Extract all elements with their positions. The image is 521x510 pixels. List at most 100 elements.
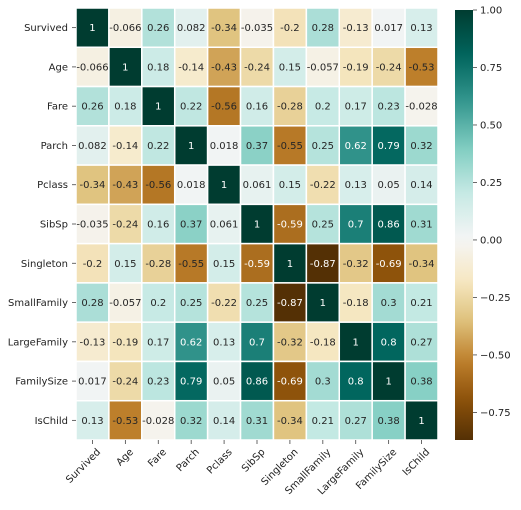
cell-value-label: 0.061 [210, 220, 239, 231]
cell-value-label: 0.86 [378, 220, 400, 231]
cell-value-label: 0.37 [246, 141, 268, 152]
heatmap-cell [75, 85, 110, 127]
heatmap-cell [371, 282, 406, 323]
cell-value-label: 0.79 [378, 141, 400, 152]
cell-value-label: 0.082 [78, 141, 107, 152]
y-axis-labels: Survived Age Fare Parch Pclass SibSp Singleton… [8, 23, 76, 427]
heatmap-cell [272, 242, 308, 284]
cell-value-label: -0.69 [277, 377, 303, 388]
cell-value-label: 1 [385, 377, 391, 388]
cell-value-label: -0.066 [76, 62, 108, 73]
cell-value-label: 0.79 [180, 377, 202, 388]
cell-value-label: 0.2 [150, 298, 166, 309]
heatmap-cell [141, 321, 176, 363]
heatmap-cell [404, 360, 439, 402]
heatmap-cell [404, 164, 439, 206]
heatmap-cell [173, 203, 209, 245]
cell-value-label: 0.17 [147, 337, 169, 348]
heatmap-cell [75, 164, 110, 206]
heatmap-cell [404, 321, 439, 363]
heatmap-cell [371, 7, 406, 49]
cell-value-label: -0.24 [376, 62, 402, 73]
heatmap-cell [305, 321, 341, 363]
cell-value-label: 0.25 [312, 141, 334, 152]
cell-value-label: -0.43 [112, 180, 138, 191]
cell-value-label: -0.057 [307, 62, 339, 73]
heatmap-cell [206, 360, 242, 402]
cell-value-label: 0.32 [180, 416, 202, 427]
cell-value-label: 0.13 [345, 180, 367, 191]
cell-value-label: -0.035 [241, 23, 273, 34]
cell-value-label: 0.2 [315, 102, 331, 113]
cell-value-label: 0.05 [213, 377, 235, 388]
cell-value-label: -0.19 [112, 337, 138, 348]
cell-value-label: -0.24 [112, 220, 138, 231]
y-tick-label: SibSp [40, 220, 68, 231]
colorbar-tick-label: 0.25 [480, 178, 502, 189]
heatmap-cell [239, 164, 275, 206]
cell-value-label: 0.26 [81, 102, 103, 113]
cell-value-label: -0.55 [178, 259, 204, 270]
y-tick-label: Parch [41, 141, 68, 152]
cell-value-label: 0.25 [312, 220, 334, 231]
cell-value-label: 0.017 [78, 377, 107, 388]
cell-value-label: 1 [320, 298, 326, 309]
cell-value-label: -0.18 [343, 298, 369, 309]
heatmap-cell [338, 203, 373, 245]
cell-value-label: -0.13 [343, 23, 369, 34]
cell-value-label: 0.8 [381, 337, 397, 348]
cell-value-label: -0.53 [409, 62, 435, 73]
cell-value-label: -0.69 [376, 259, 402, 270]
colorbar-tick-label: 0.50 [480, 120, 502, 131]
heatmap-cell [272, 85, 308, 127]
heatmap-cell [371, 46, 406, 88]
y-tick-label: Age [49, 62, 68, 73]
cell-value-label: 0.8 [348, 377, 364, 388]
heatmap-cell [371, 399, 406, 441]
y-tick-label: LargeFamily [8, 337, 68, 348]
cell-value-label: -0.28 [145, 259, 171, 270]
cell-value-label: -0.53 [112, 416, 138, 427]
cell-value-label: 1 [89, 23, 95, 34]
y-tick-label: Fare [47, 102, 68, 113]
cell-value-label: -0.22 [211, 298, 237, 309]
cell-value-label: 1 [155, 102, 161, 113]
cell-value-label: 0.28 [81, 298, 103, 309]
cell-value-label: 1 [221, 180, 227, 191]
x-tick-label: Age [115, 447, 136, 468]
y-tick-label: Singleton [21, 259, 68, 270]
heatmap-cell [338, 85, 373, 127]
colorbar-tick-label: −0.50 [480, 350, 511, 361]
cell-value-label: -0.87 [310, 259, 336, 270]
heatmap-cell [338, 321, 373, 363]
cell-value-label: -0.87 [277, 298, 303, 309]
cell-value-label: 1 [353, 337, 359, 348]
cell-value-label: 0.15 [213, 259, 235, 270]
heatmap-cell [206, 46, 242, 88]
cell-value-label: -0.14 [112, 141, 138, 152]
cell-value-label: 0.18 [147, 62, 169, 73]
colorbar-tick-label: 0.75 [480, 63, 502, 74]
cell-value-label: -0.34 [80, 180, 106, 191]
cell-value-label: 0.14 [213, 416, 235, 427]
colorbar-tick-label: 1.00 [480, 6, 502, 17]
cell-value-label: -0.59 [277, 220, 303, 231]
heatmap-cell [141, 242, 176, 284]
cell-value-label: 0.14 [410, 180, 432, 191]
cell-value-label: 0.15 [279, 180, 301, 191]
heatmap-cell [404, 85, 439, 127]
heatmap-cell [404, 203, 439, 245]
cell-value-label: 0.38 [378, 416, 400, 427]
heatmap-cell [404, 399, 439, 441]
heatmap-cell [173, 282, 209, 323]
cell-value-label: -0.19 [343, 62, 369, 73]
cell-value-label: -0.2 [280, 23, 300, 34]
heatmap-cell [75, 321, 110, 363]
heatmap-cell [206, 85, 242, 127]
x-tick-label: Survived [64, 447, 103, 486]
cell-value-label: -0.32 [277, 337, 303, 348]
cell-value-label: 0.23 [378, 102, 400, 113]
y-tick-label: FamilySize [15, 377, 68, 388]
heatmap-cell [173, 360, 209, 402]
cell-value-label: -0.56 [145, 180, 171, 191]
